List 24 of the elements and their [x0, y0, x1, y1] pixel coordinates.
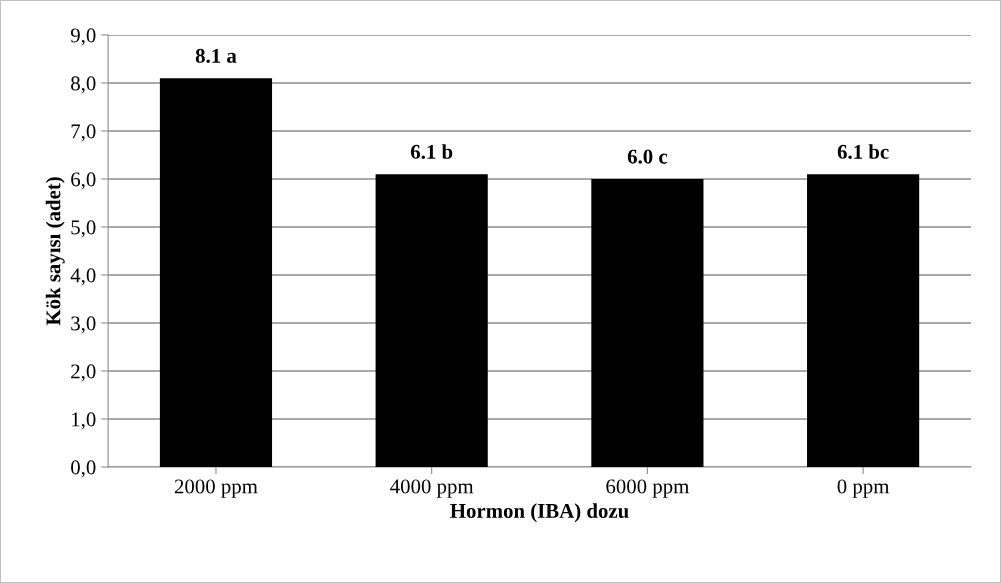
x-tick-label: 0 ppm [837, 479, 890, 498]
bar [375, 174, 488, 467]
bar [591, 178, 704, 467]
y-tick-label: 8,0 [71, 76, 96, 94]
bar [159, 78, 273, 467]
data-label: 6.0 c [627, 149, 668, 164]
y-tick-label: 5,0 [71, 220, 96, 238]
y-tick-label: 3,0 [71, 316, 96, 334]
y-tick-label: 4,0 [70, 268, 96, 286]
x-tick-label: 2000 ppm [174, 479, 258, 498]
y-tick-label: 0,0 [71, 460, 96, 478]
y-tick-label: 1,0 [72, 412, 96, 430]
data-label: 6.1 bc [837, 144, 889, 159]
y-tick-label: 9,0 [70, 28, 96, 46]
x-axis-title: Hormon (IBA) dozu [450, 503, 629, 523]
data-label: 6.1 b [410, 144, 453, 159]
bar [807, 174, 920, 467]
y-tick-label: 2,0 [71, 364, 96, 382]
y-axis-title: Kök sayısı (adet) [45, 177, 65, 326]
y-tick-label: 6,0 [71, 172, 96, 190]
y-tick-label: 7,0 [71, 124, 96, 142]
x-tick-label: 6000 ppm [606, 479, 690, 498]
data-label: 8.1 a [195, 48, 237, 63]
x-tick-label: 4000 ppm [390, 479, 474, 498]
